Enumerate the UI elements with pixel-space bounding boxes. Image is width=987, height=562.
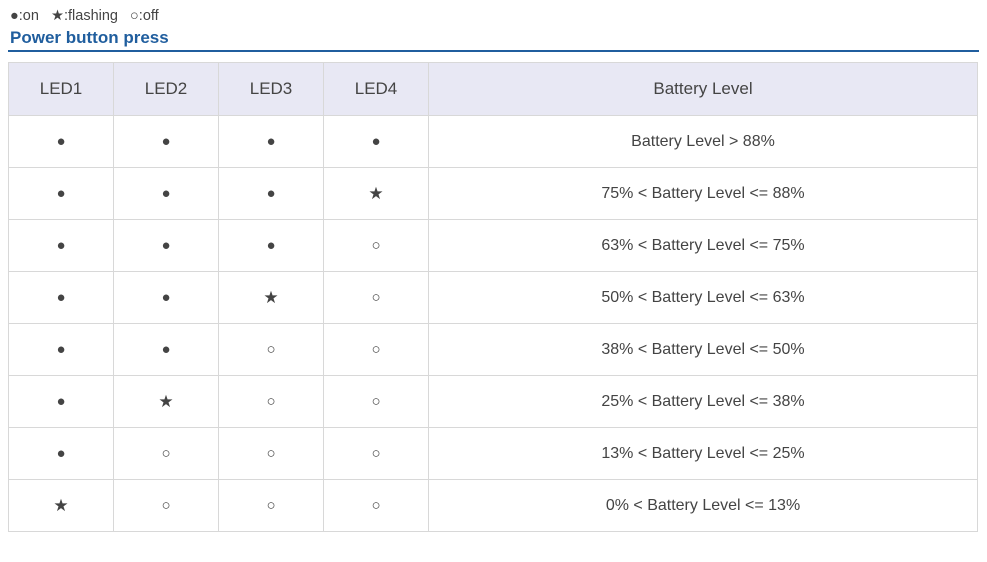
led-on-icon: ● — [161, 341, 170, 358]
led3-cell: ○ — [219, 376, 324, 428]
led2-cell: ● — [114, 272, 219, 324]
battery-level-cell: 0% < Battery Level <= 13% — [429, 480, 978, 532]
col-led4: LED4 — [324, 63, 429, 116]
battery-level-cell: 50% < Battery Level <= 63% — [429, 272, 978, 324]
led4-cell: ○ — [324, 480, 429, 532]
led-off-icon: ○ — [371, 341, 380, 358]
led-on-icon: ● — [161, 133, 170, 150]
table-row: ● ● ● ★ 75% < Battery Level <= 88% — [9, 168, 978, 220]
col-led3: LED3 — [219, 63, 324, 116]
led3-cell: ○ — [219, 428, 324, 480]
legend-on: ●:on — [10, 8, 39, 24]
led4-cell: ★ — [324, 168, 429, 220]
led1-cell: ★ — [9, 480, 114, 532]
legend-flash-label: flashing — [68, 8, 118, 24]
led-flash-icon: ★ — [263, 288, 278, 307]
led2-cell: ○ — [114, 428, 219, 480]
led3-cell: ● — [219, 116, 324, 168]
led-on-icon: ● — [56, 393, 65, 410]
led3-cell: ○ — [219, 324, 324, 376]
led3-cell: ★ — [219, 272, 324, 324]
led2-cell: ● — [114, 116, 219, 168]
battery-level-cell: 13% < Battery Level <= 25% — [429, 428, 978, 480]
led-on-icon: ● — [371, 133, 380, 150]
led2-cell: ● — [114, 168, 219, 220]
legend-line: ●:on ★:flashing ○:off — [8, 8, 979, 24]
led1-cell: ● — [9, 116, 114, 168]
legend-off: ○:off — [130, 8, 159, 24]
led3-cell: ● — [219, 220, 324, 272]
led2-cell: ● — [114, 324, 219, 376]
led-on-icon: ● — [161, 289, 170, 306]
led4-cell: ○ — [324, 272, 429, 324]
col-led2: LED2 — [114, 63, 219, 116]
section-title: Power button press — [8, 28, 979, 52]
led4-cell: ○ — [324, 428, 429, 480]
led-on-icon: ● — [56, 237, 65, 254]
battery-level-cell: 38% < Battery Level <= 50% — [429, 324, 978, 376]
led-flash-icon: ★ — [158, 392, 173, 411]
col-led1: LED1 — [9, 63, 114, 116]
led-on-icon: ● — [266, 237, 275, 254]
led-off-icon: ○ — [371, 393, 380, 410]
led1-cell: ● — [9, 428, 114, 480]
led-off-icon: ○ — [266, 445, 275, 462]
led-on-icon: ● — [161, 237, 170, 254]
led-off-icon: ○ — [130, 8, 139, 24]
led-off-icon: ○ — [371, 497, 380, 514]
led-on-icon: ● — [266, 133, 275, 150]
led-on-icon: ● — [56, 341, 65, 358]
led-on-icon: ● — [161, 185, 170, 202]
led1-cell: ● — [9, 376, 114, 428]
led-on-icon: ● — [56, 289, 65, 306]
led-off-icon: ○ — [266, 497, 275, 514]
led1-cell: ● — [9, 220, 114, 272]
table-row: ● ● ● ○ 63% < Battery Level <= 75% — [9, 220, 978, 272]
battery-level-cell: 25% < Battery Level <= 38% — [429, 376, 978, 428]
led-off-icon: ○ — [266, 341, 275, 358]
battery-level-cell: 75% < Battery Level <= 88% — [429, 168, 978, 220]
table-row: ● ● ○ ○ 38% < Battery Level <= 50% — [9, 324, 978, 376]
led-on-icon: ● — [56, 445, 65, 462]
led3-cell: ● — [219, 168, 324, 220]
led1-cell: ● — [9, 272, 114, 324]
table-row: ● ● ★ ○ 50% < Battery Level <= 63% — [9, 272, 978, 324]
led4-cell: ○ — [324, 220, 429, 272]
led4-cell: ○ — [324, 324, 429, 376]
legend-off-label: off — [143, 8, 159, 24]
battery-level-cell: 63% < Battery Level <= 75% — [429, 220, 978, 272]
table-header-row: LED1 LED2 LED3 LED4 Battery Level — [9, 63, 978, 116]
led-on-icon: ● — [266, 185, 275, 202]
led-on-icon: ● — [56, 133, 65, 150]
col-level: Battery Level — [429, 63, 978, 116]
legend-flash: ★:flashing — [51, 8, 118, 24]
led-off-icon: ○ — [161, 497, 170, 514]
legend-on-label: on — [23, 8, 39, 24]
table-row: ● ★ ○ ○ 25% < Battery Level <= 38% — [9, 376, 978, 428]
battery-level-table: LED1 LED2 LED3 LED4 Battery Level ● ● ● ● Ba… — [8, 62, 978, 532]
led4-cell: ● — [324, 116, 429, 168]
led-off-icon: ○ — [371, 237, 380, 254]
led-flash-icon: ★ — [53, 496, 68, 515]
led1-cell: ● — [9, 324, 114, 376]
table-row: ● ○ ○ ○ 13% < Battery Level <= 25% — [9, 428, 978, 480]
led-off-icon: ○ — [266, 393, 275, 410]
led-off-icon: ○ — [161, 445, 170, 462]
battery-level-cell: Battery Level > 88% — [429, 116, 978, 168]
led4-cell: ○ — [324, 376, 429, 428]
led-off-icon: ○ — [371, 445, 380, 462]
led-flash-icon: ★ — [368, 184, 383, 203]
led-off-icon: ○ — [371, 289, 380, 306]
led1-cell: ● — [9, 168, 114, 220]
led3-cell: ○ — [219, 480, 324, 532]
table-row: ★ ○ ○ ○ 0% < Battery Level <= 13% — [9, 480, 978, 532]
led2-cell: ○ — [114, 480, 219, 532]
led2-cell: ● — [114, 220, 219, 272]
led-flash-icon: ★ — [51, 8, 64, 24]
led2-cell: ★ — [114, 376, 219, 428]
led-on-icon: ● — [56, 185, 65, 202]
table-row: ● ● ● ● Battery Level > 88% — [9, 116, 978, 168]
led-on-icon: ● — [10, 8, 19, 24]
